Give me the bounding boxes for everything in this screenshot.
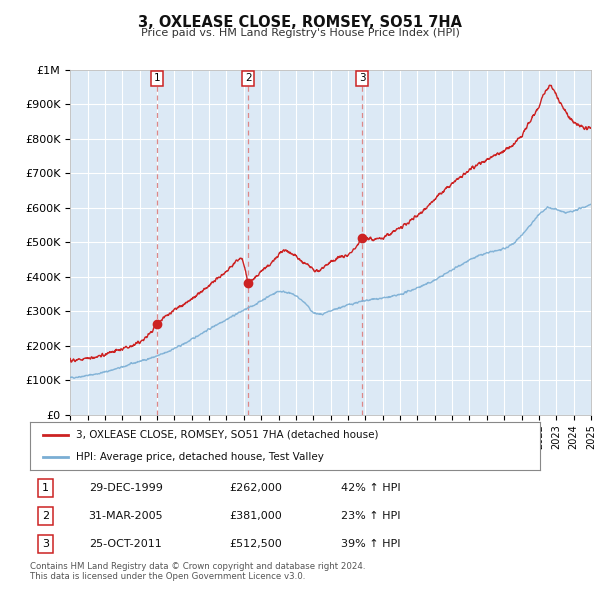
Text: £512,500: £512,500 [229,539,281,549]
Text: 29-DEC-1999: 29-DEC-1999 [89,483,163,493]
Text: 3, OXLEASE CLOSE, ROMSEY, SO51 7HA: 3, OXLEASE CLOSE, ROMSEY, SO51 7HA [138,15,462,30]
Text: 25-OCT-2011: 25-OCT-2011 [89,539,161,549]
Text: 1: 1 [42,483,49,493]
Text: 31-MAR-2005: 31-MAR-2005 [89,512,163,521]
Text: Price paid vs. HM Land Registry's House Price Index (HPI): Price paid vs. HM Land Registry's House … [140,28,460,38]
Text: 1: 1 [154,73,160,83]
Text: HPI: Average price, detached house, Test Valley: HPI: Average price, detached house, Test… [76,452,324,462]
Text: 3, OXLEASE CLOSE, ROMSEY, SO51 7HA (detached house): 3, OXLEASE CLOSE, ROMSEY, SO51 7HA (deta… [76,430,379,440]
Text: 42% ↑ HPI: 42% ↑ HPI [341,483,401,493]
Text: Contains HM Land Registry data © Crown copyright and database right 2024.
This d: Contains HM Land Registry data © Crown c… [30,562,365,581]
Text: £381,000: £381,000 [229,512,281,521]
Text: 3: 3 [42,539,49,549]
Text: 2: 2 [245,73,251,83]
Text: 2: 2 [42,512,49,521]
Text: 39% ↑ HPI: 39% ↑ HPI [341,539,401,549]
Text: 3: 3 [359,73,365,83]
Text: £262,000: £262,000 [229,483,282,493]
Text: 23% ↑ HPI: 23% ↑ HPI [341,512,401,521]
